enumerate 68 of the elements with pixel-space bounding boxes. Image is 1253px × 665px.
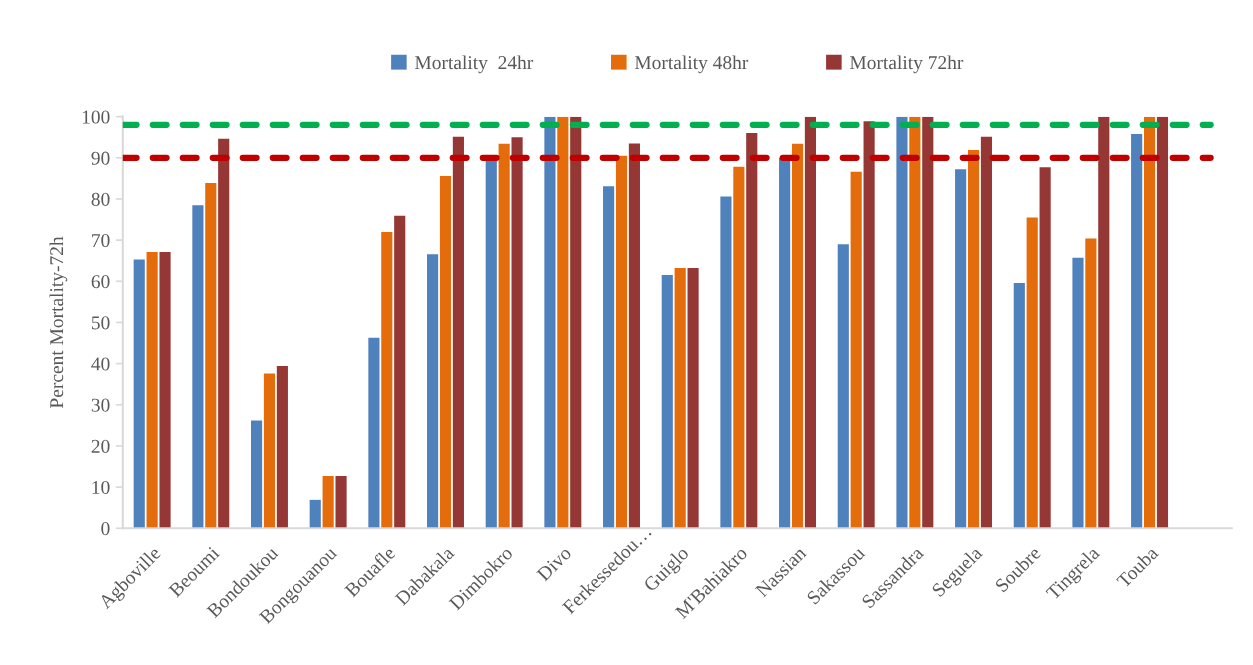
- bar: [511, 137, 523, 529]
- bar: [1143, 116, 1156, 529]
- bar: [896, 116, 908, 529]
- bar: [452, 136, 464, 529]
- bar: [322, 476, 334, 529]
- bar: [661, 275, 673, 529]
- bar: [850, 171, 862, 529]
- bar: [615, 155, 628, 529]
- bar: [250, 420, 263, 529]
- bar: [628, 143, 640, 529]
- bar: [1156, 116, 1169, 529]
- bar: [1013, 282, 1025, 529]
- y-axis-title: Percent Mortality-72h: [49, 236, 68, 409]
- bar: [804, 116, 817, 529]
- bar: [439, 175, 452, 529]
- bar: [368, 337, 380, 529]
- y-tick-label: 20: [91, 439, 110, 453]
- bar: [205, 182, 217, 529]
- y-tick-label: 30: [91, 398, 110, 412]
- legend-label: Mortality 24hr: [415, 55, 534, 74]
- bar: [733, 166, 745, 529]
- bar: [159, 252, 171, 529]
- bar: [687, 268, 699, 529]
- bar: [1085, 238, 1097, 529]
- legend-label: Mortality 72hr: [849, 55, 964, 74]
- bar: [394, 215, 406, 529]
- bar: [570, 116, 582, 529]
- legend-label: Mortality 48hr: [634, 55, 749, 74]
- bar: [791, 143, 804, 529]
- bar: [276, 366, 288, 529]
- bar: [955, 169, 967, 529]
- bar: [381, 231, 393, 529]
- bar: [335, 476, 347, 529]
- y-tick-label: 60: [91, 275, 110, 289]
- bar: [746, 133, 758, 529]
- bar: [557, 116, 569, 529]
- bar: [922, 116, 934, 529]
- y-tick-label: 50: [91, 316, 110, 330]
- bar: [863, 121, 875, 529]
- bar: [674, 268, 686, 529]
- bar: [603, 186, 615, 529]
- bar: [1072, 257, 1084, 529]
- bar: [779, 157, 791, 529]
- y-tick-label: 90: [91, 151, 110, 165]
- bar: [967, 149, 980, 529]
- y-tick-label: 0: [101, 522, 110, 536]
- bar: [218, 138, 230, 529]
- bar: [720, 196, 732, 529]
- bar: [133, 259, 145, 529]
- bar: [427, 254, 439, 529]
- bar: [146, 252, 158, 529]
- bar: [1131, 133, 1143, 529]
- bar: [1098, 116, 1110, 529]
- y-tick-label: 40: [91, 357, 110, 371]
- bar: [837, 244, 849, 529]
- y-tick-label: 80: [91, 192, 110, 206]
- bar: [309, 499, 321, 529]
- bar: [1026, 217, 1038, 529]
- y-tick-label: 70: [92, 233, 110, 248]
- bar: [544, 116, 556, 529]
- bar: [909, 116, 921, 529]
- y-tick-label: 10: [92, 480, 110, 495]
- bar: [192, 205, 204, 529]
- y-tick-label: 100: [82, 110, 110, 124]
- bar: [980, 136, 993, 529]
- bar: [1039, 167, 1051, 529]
- bar: [263, 373, 276, 529]
- bar: [498, 143, 510, 529]
